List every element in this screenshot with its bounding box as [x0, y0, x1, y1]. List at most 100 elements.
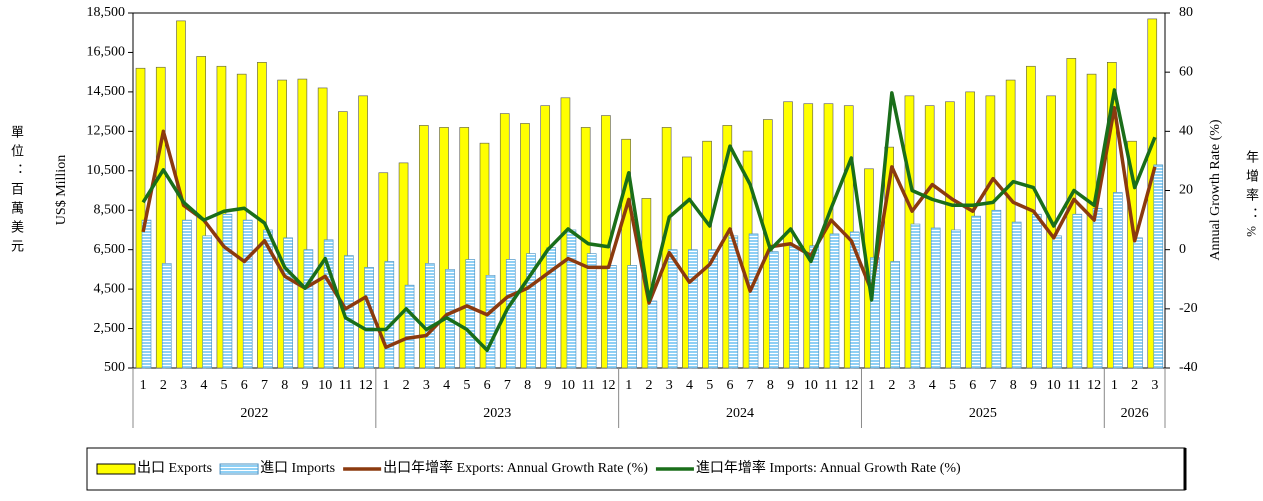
x-tick-label: 5 [949, 378, 956, 393]
group-label: 2024 [726, 406, 754, 421]
bar [161, 263, 172, 369]
legend-label: 進口年增率 Imports: Annual Growth Rate (%) [696, 459, 961, 476]
bar [849, 231, 860, 369]
bar [789, 245, 799, 369]
bar [890, 261, 901, 369]
y2-tick-label: -40 [1179, 360, 1198, 375]
x-tick-label: 10 [804, 378, 818, 393]
x-tick-label: 2 [888, 378, 895, 393]
y-tick-label: 16,500 [87, 45, 126, 60]
y-axis-title-zh: 單位：百萬美元 [9, 125, 24, 258]
bar [155, 66, 166, 369]
x-tick-label: 5 [221, 378, 228, 393]
bar [971, 215, 981, 369]
y2-tick-label: 40 [1179, 124, 1193, 139]
group-label: 2022 [240, 406, 268, 421]
bar [1133, 237, 1143, 369]
bar [580, 127, 591, 369]
legend-label: 進口 Imports [260, 460, 335, 476]
y-tick-label: 14,500 [87, 84, 126, 99]
bar [910, 223, 921, 369]
bar [479, 142, 490, 369]
bar [344, 255, 354, 369]
x-tick-label: 7 [504, 378, 511, 393]
x-tick-label: 7 [747, 378, 754, 393]
bar [222, 213, 233, 369]
legend-swatch [96, 463, 136, 475]
x-tick-label: 5 [463, 378, 470, 393]
group-label: 2023 [483, 406, 511, 421]
y-tick-label: 12,500 [87, 124, 126, 139]
x-tick-label: 2 [403, 378, 410, 393]
x-tick-label: 2 [646, 378, 653, 393]
x-tick-label: 12 [602, 378, 616, 393]
bar [688, 249, 698, 369]
bar [667, 249, 678, 369]
bar [520, 123, 530, 369]
bar [647, 300, 658, 369]
y-tick-label: 4,500 [94, 281, 126, 296]
y2-tick-label: 60 [1179, 64, 1193, 79]
y-tick-label: 10,500 [87, 163, 126, 178]
bar [991, 209, 1002, 369]
bar [317, 87, 328, 369]
bar [607, 265, 617, 369]
x-tick-label: 12 [359, 378, 373, 393]
y2-axis-title-zh: 年增率：% [1244, 150, 1259, 243]
bar [384, 261, 395, 369]
bar [586, 253, 597, 369]
bar [951, 229, 961, 369]
x-tick-label: 4 [443, 378, 450, 393]
bar [277, 79, 287, 369]
y2-tick-label: 20 [1179, 183, 1193, 198]
x-tick-label: 1 [1111, 378, 1118, 393]
line [141, 88, 1157, 352]
bar [621, 138, 631, 369]
y2-tick-label: 80 [1179, 5, 1193, 20]
bar [1032, 213, 1042, 369]
bar [566, 229, 577, 369]
y2-tick-label: 0 [1179, 242, 1186, 257]
x-tick-label: 3 [666, 378, 673, 393]
bar [424, 263, 435, 369]
x-tick-label: 9 [1030, 378, 1037, 393]
bar [418, 125, 429, 369]
x-tick-label: 6 [241, 378, 248, 393]
x-tick-label: 8 [281, 378, 288, 393]
x-tick-label: 2 [1131, 378, 1138, 393]
x-tick-label: 5 [706, 378, 713, 393]
x-tick-label: 1 [625, 378, 632, 393]
bar [728, 235, 739, 369]
bar [283, 237, 293, 369]
x-tick-label: 9 [302, 378, 309, 393]
y-axis-title: US$ Million [54, 155, 69, 225]
bar [803, 103, 814, 369]
x-tick-label: 1 [868, 378, 875, 393]
bar [439, 127, 449, 369]
bar [141, 219, 152, 369]
bar [505, 259, 516, 369]
legend-swatch [219, 463, 259, 475]
bar [1072, 213, 1083, 369]
bar [829, 233, 840, 369]
y-tick-label: 2,500 [94, 321, 126, 336]
y-tick-label: 8,500 [94, 202, 126, 217]
bar [1092, 207, 1103, 369]
bar [465, 259, 476, 369]
line [141, 105, 1157, 350]
bar [338, 111, 348, 369]
bar [627, 265, 637, 369]
bar [242, 219, 253, 369]
x-tick-label: 3 [1151, 378, 1158, 393]
x-tick-label: 10 [1047, 378, 1061, 393]
x-tick-label: 9 [544, 378, 551, 393]
y2-tick-label: -20 [1179, 301, 1198, 316]
y-tick-label: 6,500 [94, 242, 126, 257]
bar [1052, 235, 1062, 369]
y-tick-label: 18,500 [87, 5, 126, 20]
bar [485, 275, 496, 369]
bar [540, 105, 551, 369]
x-tick-label: 3 [909, 378, 916, 393]
